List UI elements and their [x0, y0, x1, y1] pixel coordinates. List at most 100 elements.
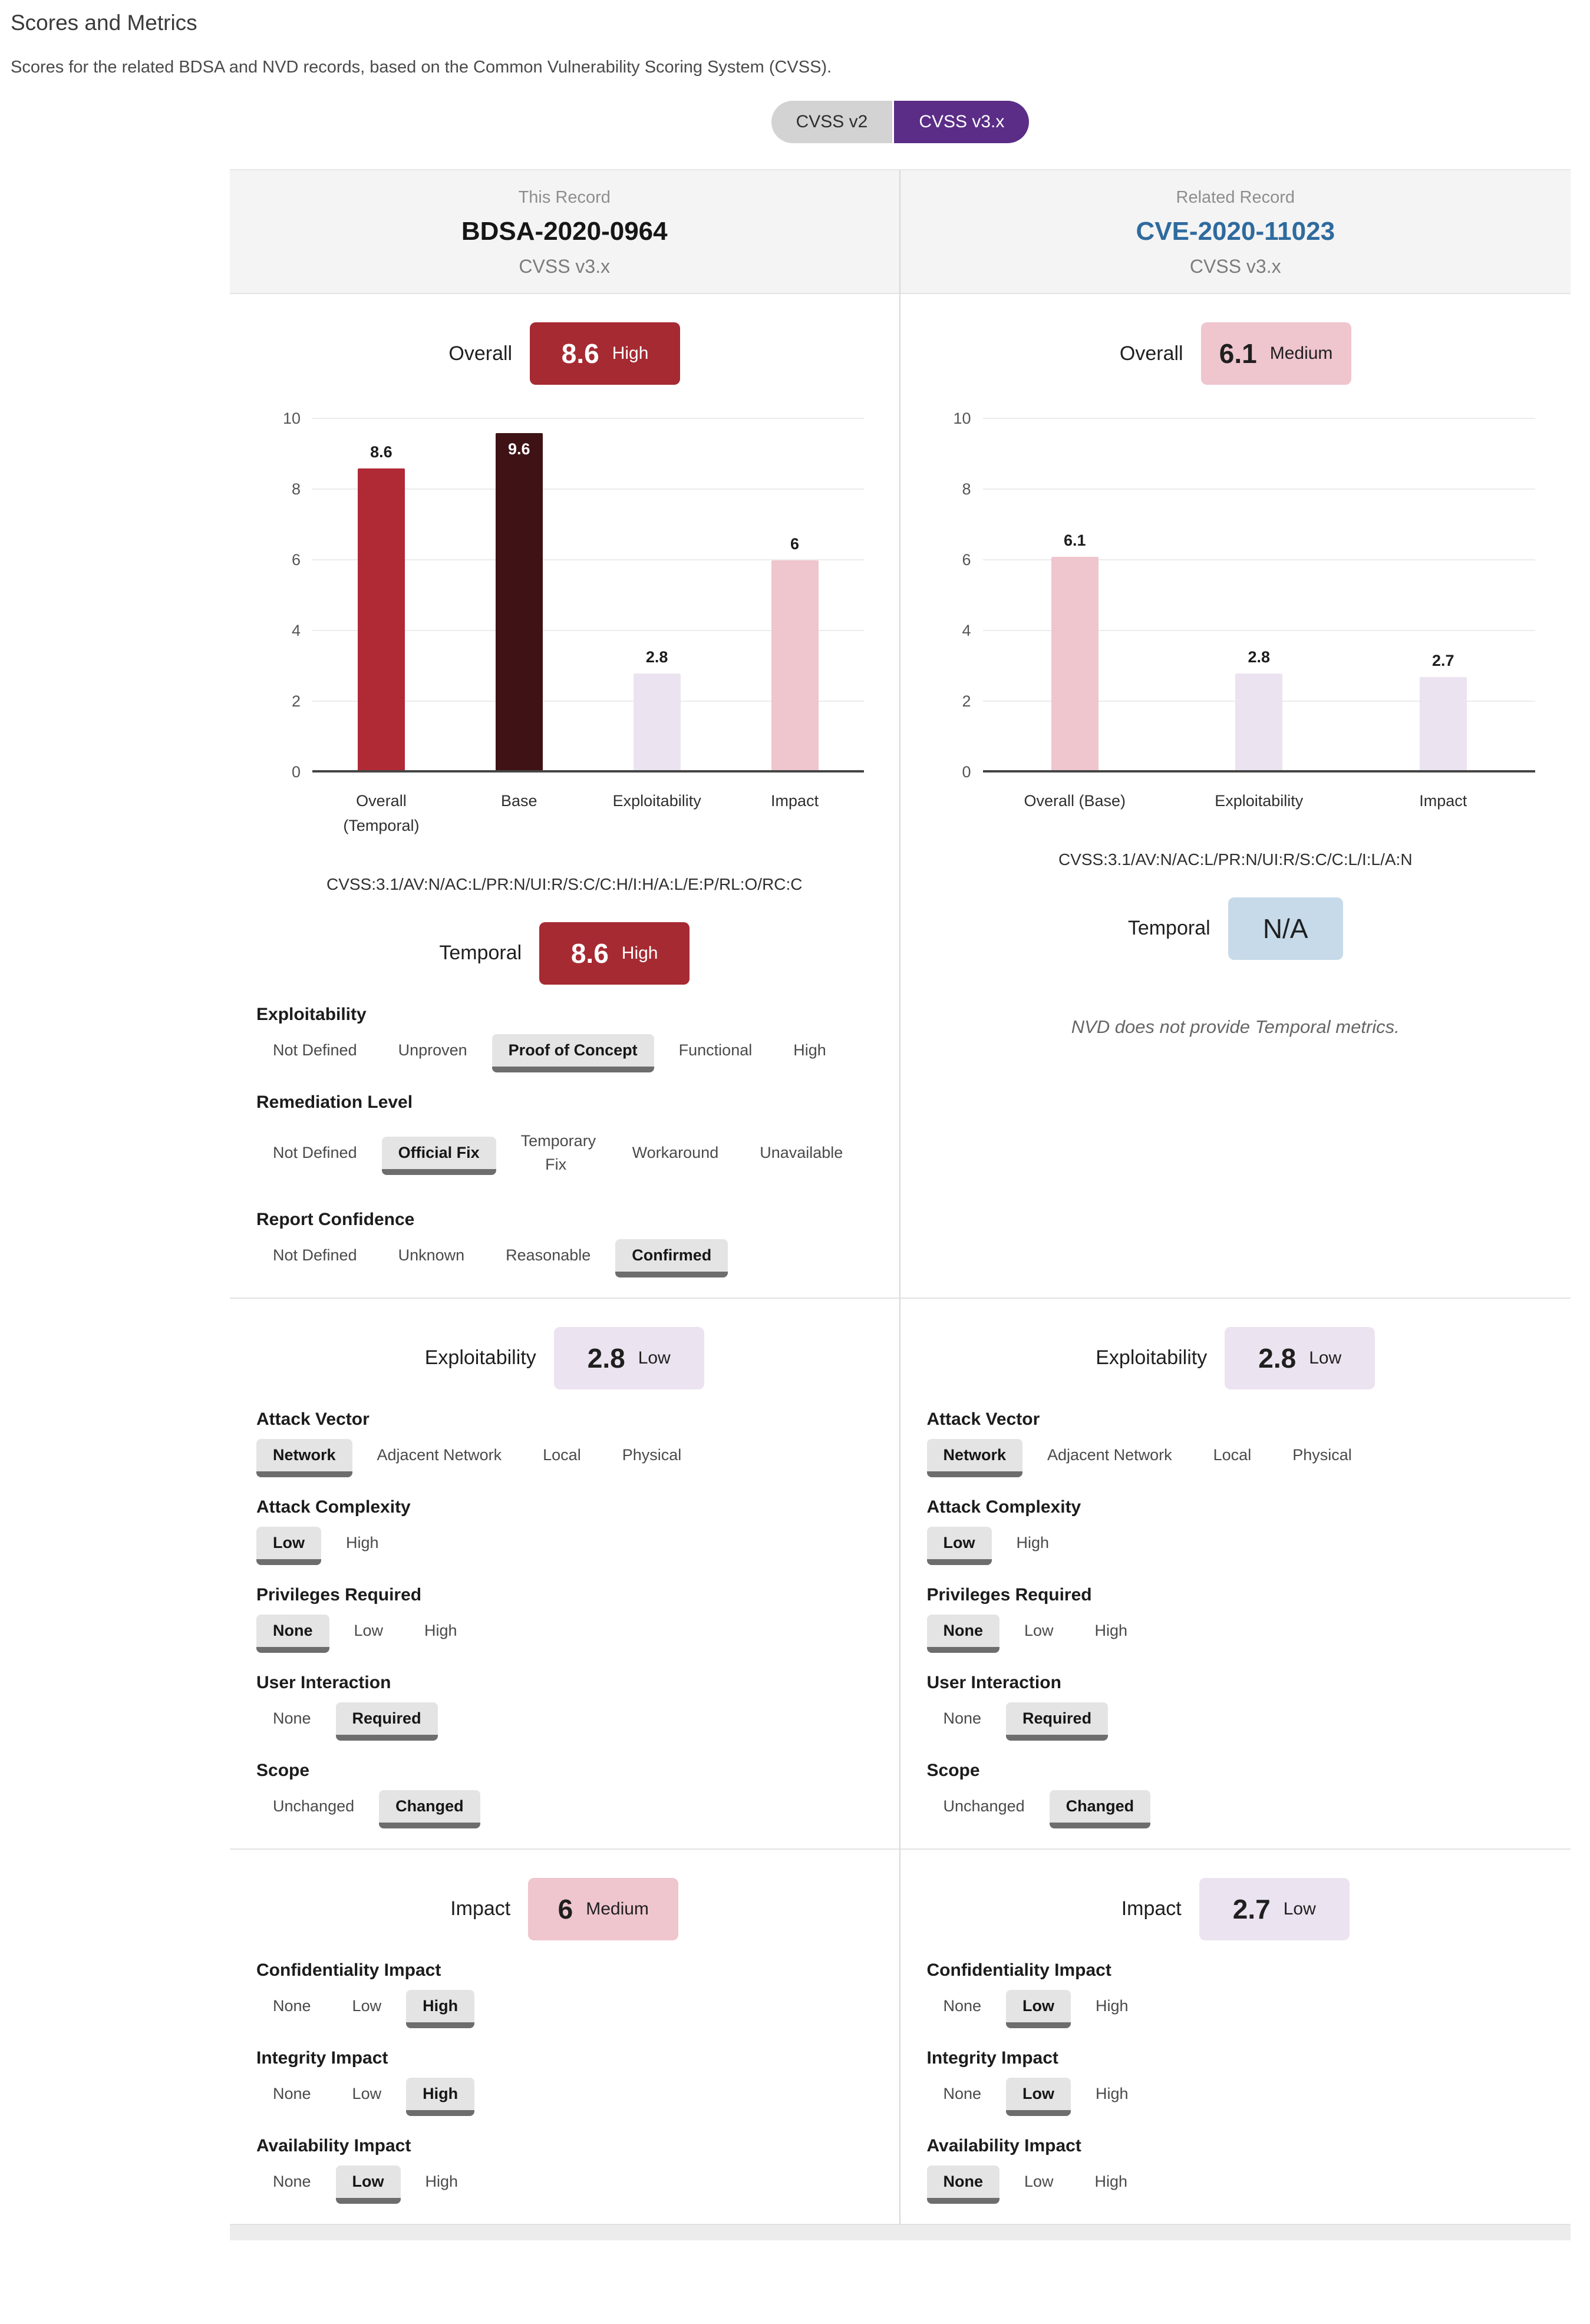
- toggle-cvss-v3-x[interactable]: CVSS v3.x: [894, 101, 1030, 143]
- scope-options: Unchanged Changed: [256, 1790, 899, 1828]
- axis-category-overall-base: Overall (Base): [983, 789, 1167, 814]
- user-interaction-option-required[interactable]: Required: [335, 1702, 438, 1741]
- availability-impact-option-high[interactable]: High: [1094, 2172, 1128, 2190]
- exploitability-option-unproven[interactable]: Unproven: [398, 1041, 467, 1059]
- confidentiality-impact-option-high[interactable]: High: [406, 1989, 475, 2028]
- remediation-level-option-not-defined[interactable]: Not Defined: [273, 1143, 357, 1161]
- integrity-impact-option-low[interactable]: Low: [352, 2084, 382, 2102]
- attack-vector-option-local[interactable]: Local: [1213, 1445, 1252, 1464]
- attack-vector-option-local[interactable]: Local: [543, 1445, 581, 1464]
- attack-vector-label: Attack Vector: [926, 1409, 1040, 1429]
- report-confidence-option-reasonable[interactable]: Reasonable: [506, 1246, 591, 1264]
- cve-record-link[interactable]: CVE-2020-11023: [1136, 217, 1335, 246]
- exploitability-option-functional[interactable]: Functional: [678, 1041, 753, 1059]
- attack-vector-option-adjacent-network[interactable]: Adjacent Network: [1047, 1445, 1172, 1464]
- integrity-impact-option-none[interactable]: None: [273, 2084, 311, 2102]
- attack-complexity-option-low[interactable]: Low: [926, 1526, 992, 1565]
- exploitability-option-high[interactable]: High: [793, 1041, 826, 1059]
- chart-category-axis: Overall (Temporal) Base Exploitability Impa…: [312, 789, 864, 839]
- availability-impact-option-low[interactable]: Low: [335, 2165, 401, 2204]
- attack-complexity-option-low[interactable]: Low: [256, 1526, 321, 1565]
- scope-option-unchanged[interactable]: Unchanged: [943, 1797, 1025, 1815]
- confidentiality-impact-option-low[interactable]: Low: [352, 1996, 382, 2015]
- attack-vector-option-physical[interactable]: Physical: [622, 1445, 682, 1464]
- scope-label: Scope: [256, 1760, 310, 1780]
- scope-option-unchanged[interactable]: Unchanged: [273, 1797, 355, 1815]
- chart-bars: 8.6 9.6 2.8 6: [312, 419, 864, 773]
- integrity-impact-label: Integrity Impact: [926, 2048, 1058, 2068]
- availability-impact-option-none[interactable]: None: [926, 2165, 999, 2204]
- attack-vector-option-network[interactable]: Network: [926, 1438, 1023, 1477]
- attack-vector-label: Attack Vector: [256, 1409, 370, 1429]
- report-confidence-option-not-defined[interactable]: Not Defined: [273, 1246, 357, 1264]
- attack-vector-option-adjacent-network[interactable]: Adjacent Network: [377, 1445, 502, 1464]
- gridline-4: [982, 630, 1535, 631]
- bar-slot-impact: 6: [726, 419, 864, 773]
- remediation-level-option-temporary-fix[interactable]: Temporary Fix: [520, 1131, 596, 1174]
- exploitability-option-not-defined[interactable]: Not Defined: [273, 1041, 357, 1059]
- confidentiality-impact-option-high[interactable]: High: [1096, 1996, 1129, 2015]
- remediation-level-options: Not Defined Official Fix Temporary Fix Work…: [256, 1122, 899, 1190]
- bar-slot-exploitability: 2.8: [1167, 419, 1351, 773]
- exploitability-score-badge: 2.8 Low: [553, 1326, 704, 1389]
- integrity-impact-group: Integrity Impact None Low High: [927, 2048, 1571, 2116]
- privileges-required-option-none[interactable]: None: [256, 1614, 329, 1653]
- impact-score-badge: 2.7 Low: [1199, 1877, 1350, 1940]
- remediation-level-option-unavailable[interactable]: Unavailable: [760, 1143, 843, 1161]
- next-section-header-strip: [230, 2224, 1571, 2240]
- temporal-score-value: 8.6: [570, 937, 609, 969]
- report-confidence-option-unknown[interactable]: Unknown: [398, 1246, 465, 1264]
- privileges-required-option-high[interactable]: High: [1094, 1621, 1128, 1639]
- user-interaction-option-none[interactable]: None: [943, 1709, 982, 1727]
- privileges-required-option-high[interactable]: High: [424, 1621, 457, 1639]
- axis-category-overall-temporal: Overall (Temporal): [312, 789, 450, 839]
- bar-slot-base: 9.6: [450, 419, 588, 773]
- confidentiality-impact-option-none[interactable]: None: [943, 1996, 982, 2015]
- this-record-cvss-version: CVSS v3.x: [519, 256, 611, 277]
- integrity-impact-option-none[interactable]: None: [943, 2084, 982, 2102]
- attack-complexity-option-high[interactable]: High: [1016, 1533, 1050, 1551]
- attack-vector-option-network[interactable]: Network: [256, 1438, 352, 1477]
- chart-plot-area: 0 2 4 6 8 10 6.1 2.8 2.7: [953, 410, 1536, 781]
- gridline-10: [312, 418, 864, 419]
- scope-option-changed[interactable]: Changed: [1049, 1790, 1151, 1828]
- remediation-level-option-official-fix[interactable]: Official Fix: [381, 1136, 496, 1175]
- privileges-required-option-none[interactable]: None: [926, 1614, 999, 1653]
- privileges-required-option-low[interactable]: Low: [354, 1621, 384, 1639]
- exploitability-option-proof-of-concept[interactable]: Proof of Concept: [491, 1034, 654, 1072]
- overall-score-badge: 8.6 High: [530, 322, 681, 385]
- confidentiality-impact-option-none[interactable]: None: [273, 1996, 311, 2015]
- user-interaction-option-none[interactable]: None: [273, 1709, 311, 1727]
- integrity-impact-option-high[interactable]: High: [406, 2077, 475, 2116]
- y-axis-tick-0: 0: [962, 763, 971, 781]
- privileges-required-option-low[interactable]: Low: [1024, 1621, 1054, 1639]
- privileges-required-label: Privileges Required: [256, 1584, 422, 1605]
- y-axis-tick-0: 0: [291, 763, 301, 781]
- exploitability-score-value: 2.8: [1258, 1342, 1297, 1374]
- confidentiality-impact-option-low[interactable]: Low: [1006, 1989, 1071, 2028]
- integrity-impact-option-high[interactable]: High: [1096, 2084, 1129, 2102]
- attack-vector-options: Network Adjacent Network Local Physical: [256, 1438, 899, 1477]
- scope-option-changed[interactable]: Changed: [379, 1790, 480, 1828]
- availability-impact-option-low[interactable]: Low: [1024, 2172, 1054, 2190]
- report-confidence-label: Report Confidence: [256, 1209, 415, 1229]
- user-interaction-label: User Interaction: [926, 1672, 1061, 1692]
- availability-impact-option-none[interactable]: None: [273, 2172, 311, 2190]
- availability-impact-options: None Low High: [926, 2165, 1571, 2204]
- temporal-metric-groups: Exploitability Not Defined Unproven Proof o…: [256, 1005, 899, 1277]
- scope-options: Unchanged Changed: [927, 1790, 1571, 1828]
- integrity-impact-option-low[interactable]: Low: [1006, 2077, 1071, 2116]
- bar-slot-impact: 2.7: [1351, 419, 1536, 773]
- toggle-cvss-v2[interactable]: CVSS v2: [771, 101, 893, 143]
- related-record-cvss-version: CVSS v3.x: [1189, 256, 1281, 277]
- availability-impact-option-high[interactable]: High: [425, 2172, 458, 2190]
- user-interaction-option-required[interactable]: Required: [1006, 1702, 1109, 1741]
- exploitability-metric-groups: Attack Vector Network Adjacent Network Loca…: [926, 1409, 1571, 1828]
- report-confidence-option-confirmed[interactable]: Confirmed: [615, 1239, 728, 1277]
- impact-score-row: Impact 6 Medium: [230, 1877, 899, 1940]
- attack-complexity-option-high[interactable]: High: [346, 1533, 379, 1551]
- report-confidence-options: Not Defined Unknown Reasonable Confirmed: [256, 1239, 899, 1277]
- attack-vector-option-physical[interactable]: Physical: [1292, 1445, 1352, 1464]
- remediation-level-option-workaround[interactable]: Workaround: [632, 1143, 719, 1161]
- cvss-vector-string: CVSS:3.1/AV:N/AC:L/PR:N/UI:R/S:C/C:L/I:L…: [1058, 850, 1413, 869]
